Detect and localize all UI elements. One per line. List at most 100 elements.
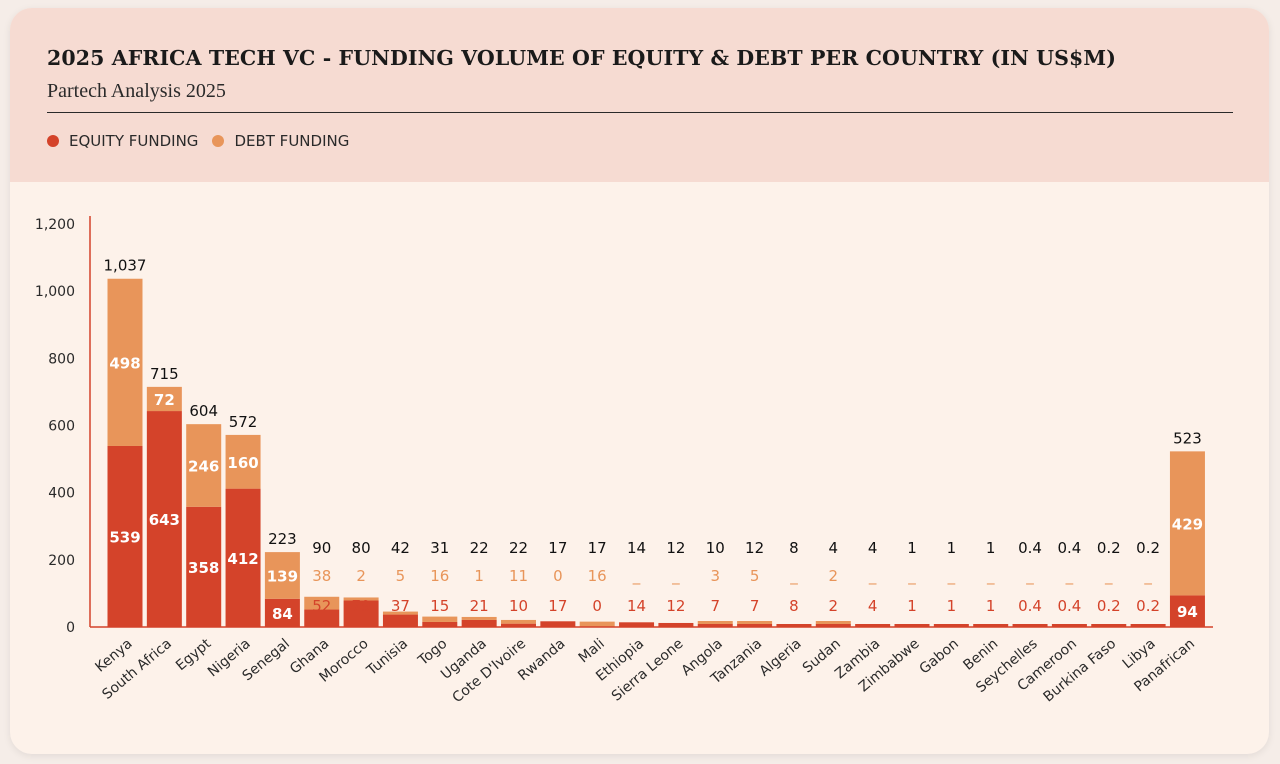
total-value-label: 12	[666, 539, 685, 557]
total-value-label: 80	[352, 539, 371, 557]
debt-value-label: 2	[356, 567, 366, 585]
y-tick-label: 800	[48, 351, 75, 367]
total-value-label: 0.2	[1097, 539, 1121, 557]
bar-equity	[304, 609, 340, 627]
bar-equity	[382, 614, 418, 627]
total-value-label: 1,037	[104, 257, 147, 275]
y-tick-label: 1,000	[35, 284, 75, 300]
equity-value-label: 0.2	[1136, 597, 1160, 615]
total-value-label: 223	[268, 530, 297, 548]
total-value-label: 604	[189, 402, 218, 420]
equity-value-label: 0.2	[1097, 597, 1121, 615]
bar-equity	[619, 622, 655, 627]
total-value-label: 4	[868, 539, 878, 557]
debt-value-label: 11	[509, 567, 528, 585]
bar-equity	[1091, 624, 1127, 627]
legend-label-equity: EQUITY FUNDING	[69, 132, 199, 150]
total-value-label: 17	[588, 539, 607, 557]
bar-equity	[186, 506, 222, 627]
bar-equity	[815, 624, 851, 627]
header-divider	[47, 112, 1233, 113]
bar-equity	[343, 600, 379, 627]
equity-value-label: 0.4	[1018, 597, 1042, 615]
equity-value-label: 0	[592, 597, 602, 615]
debt-value-label: _	[1143, 567, 1152, 586]
legend-item-equity: EQUITY FUNDING	[47, 132, 198, 150]
bar-debt	[737, 621, 773, 624]
bar-equity	[737, 624, 773, 627]
bar-equity	[461, 619, 497, 627]
bar-debt	[382, 611, 418, 615]
bar-equity	[855, 624, 891, 627]
total-value-label: 4	[829, 539, 839, 557]
debt-value-label: _	[789, 567, 798, 586]
debt-value-label: 139	[267, 567, 298, 585]
chart-title: 2025 AFRICA TECH VC - FUNDING VOLUME OF …	[47, 46, 1117, 70]
equity-value-label: 4	[868, 597, 878, 615]
x-category-label: Algeria	[757, 636, 805, 680]
y-tick-label: 600	[48, 419, 75, 435]
equity-value-label: 12	[666, 597, 685, 615]
legend-label-debt: DEBT FUNDING	[234, 132, 350, 150]
equity-value-label: 14	[627, 597, 646, 615]
debt-value-label: _	[868, 567, 877, 586]
bar-equity	[658, 622, 694, 627]
bar-equity	[697, 624, 733, 627]
bar-debt	[304, 596, 340, 610]
bar-equity	[540, 621, 576, 627]
total-value-label: 8	[789, 539, 799, 557]
bar-equity	[1051, 624, 1087, 627]
total-value-label: 22	[470, 539, 489, 557]
equity-value-label: 1	[947, 597, 957, 615]
legend-item-debt: DEBT FUNDING	[212, 132, 349, 150]
debt-value-label: 38	[312, 567, 331, 585]
bar-equity	[973, 624, 1009, 627]
bar-debt	[1169, 451, 1205, 596]
equity-value-label: 539	[109, 528, 140, 546]
chart-legend: EQUITY FUNDING DEBT FUNDING	[47, 132, 363, 150]
debt-value-label: 0	[553, 567, 563, 585]
chart-header: 2025 AFRICA TECH VC - FUNDING VOLUME OF …	[10, 8, 1269, 182]
equity-value-label: 2	[829, 597, 839, 615]
total-value-label: 0.2	[1136, 539, 1160, 557]
total-value-label: 572	[229, 413, 258, 431]
bar-equity	[501, 623, 536, 627]
total-value-label: 31	[430, 539, 449, 557]
bar-debt	[264, 552, 300, 599]
bar-debt	[146, 386, 182, 412]
bar-equity	[933, 624, 969, 627]
equity-value-label: 412	[227, 550, 258, 568]
debt-value-label: 2	[829, 567, 839, 585]
equity-value-label: 15	[430, 597, 449, 615]
equity-value-label: 17	[548, 597, 567, 615]
y-tick-label: 200	[48, 553, 75, 569]
debt-value-label: _	[1104, 567, 1113, 586]
debt-value-label: 429	[1172, 515, 1203, 533]
legend-dot-equity	[47, 135, 59, 147]
bar-debt	[461, 616, 497, 620]
x-category-label: Gabon	[917, 636, 962, 678]
equity-value-label: 1	[986, 597, 996, 615]
equity-value-label: 37	[391, 597, 410, 615]
bar-equity	[776, 624, 812, 627]
debt-value-label: 72	[154, 391, 175, 409]
bar-debt	[186, 424, 222, 507]
total-value-label: 17	[548, 539, 567, 557]
bar-equity	[225, 488, 261, 627]
bar-debt	[815, 621, 851, 624]
bar-equity	[146, 411, 182, 627]
debt-value-label: 1	[474, 567, 484, 585]
bar-debt	[107, 278, 143, 446]
total-value-label: 90	[312, 539, 331, 557]
total-value-label: 0.4	[1057, 539, 1081, 557]
total-value-label: 523	[1173, 429, 1202, 447]
bar-equity	[1169, 595, 1205, 627]
bar-equity	[422, 621, 458, 627]
equity-value-label: 52	[312, 597, 331, 615]
chart-subtitle: Partech Analysis 2025	[47, 80, 226, 102]
bar-equity	[107, 445, 143, 627]
debt-value-label: _	[947, 567, 956, 586]
bar-equity	[264, 598, 300, 627]
debt-value-label: _	[907, 567, 916, 586]
